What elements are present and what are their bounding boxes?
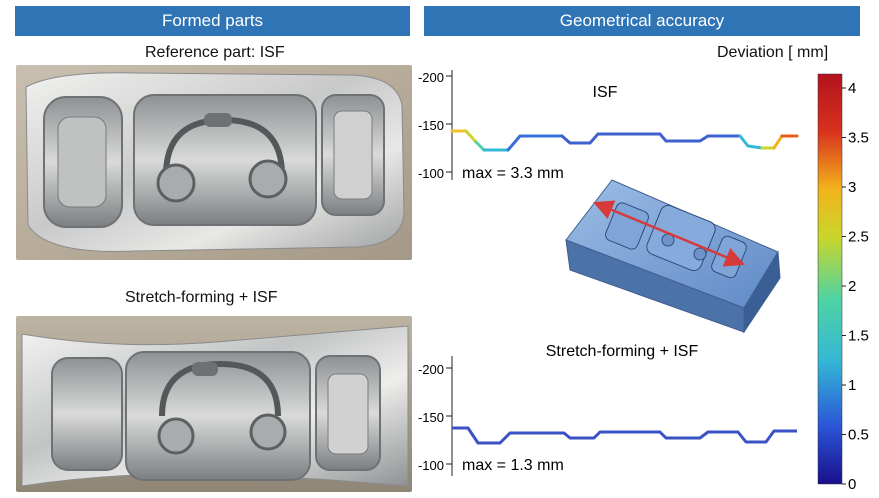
colorbar-tick-label: 4 [848,80,856,97]
top-tick-150: -150 [418,118,444,133]
colorbar-tick-label: 3.5 [848,130,869,147]
section-arrow [593,200,745,267]
colorbar-tick-label: 0 [848,476,856,493]
bottom-max-label: max = 1.3 mm [462,457,564,474]
part-3d-model [565,179,781,334]
bottom-tick-200: -200 [418,362,444,377]
colorbar-tick-label: 2.5 [848,229,869,246]
colorbar-tick-label: 2 [848,278,856,295]
bottom-plot-title: Stretch-forming + ISF [546,343,699,360]
top-tick-200: -200 [418,70,444,85]
geometrical-accuracy-header: Geometrical accuracy [424,6,860,36]
colorbar-tick-label: 1.5 [848,328,869,345]
colorbar-tick-label: 1 [848,377,856,394]
formed-parts-header: Formed parts [15,6,410,36]
bottom-tick-150: -150 [418,410,444,425]
colorbar-tick-label: 0.5 [848,427,869,444]
reference-part-photo [16,65,412,260]
colorbar [817,73,843,485]
stretch-forming-label: Stretch-forming + ISF [125,289,278,306]
bottom-tick-100: -100 [418,458,444,473]
colorbar-title: Deviation [ mm] [717,44,829,61]
stretch-forming-photo [16,316,412,492]
top-profile-curve [450,129,799,152]
colorbar-tick-label: 3 [848,179,856,196]
top-plot-title: ISF [593,84,618,101]
top-max-label: max = 3.3 mm [462,165,564,182]
top-tick-100: -100 [418,166,444,181]
reference-part-label: Reference part: ISF [145,44,285,61]
bottom-profile-curve [452,426,797,445]
